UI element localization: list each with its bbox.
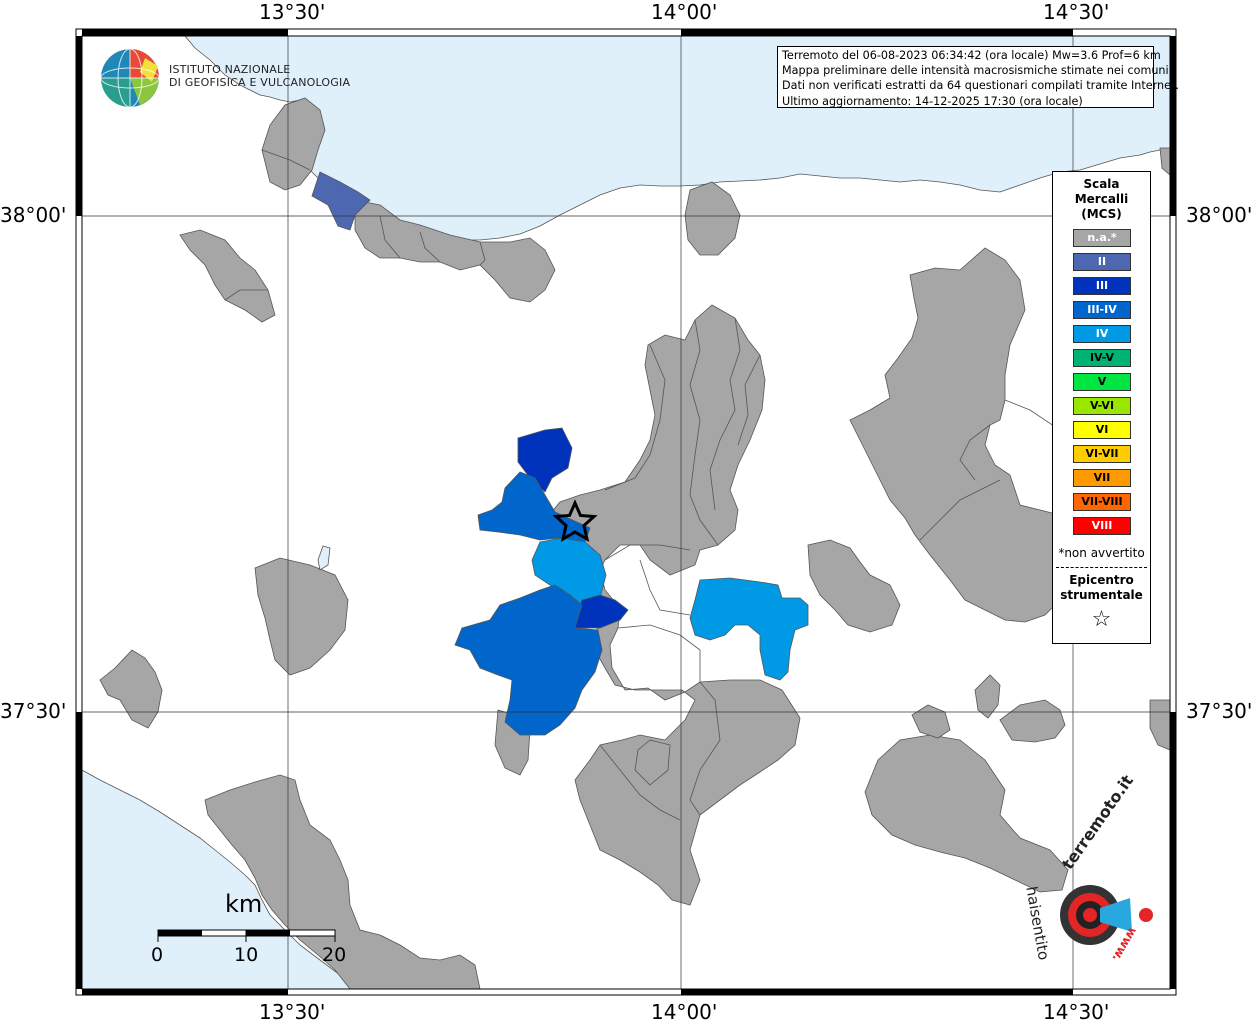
legend-item: III xyxy=(1073,277,1131,295)
comune-intensity-iv-east xyxy=(689,577,809,681)
legend-note: *non avvertito xyxy=(1058,546,1145,560)
axis-label-right-1: 38°00' xyxy=(1186,203,1253,227)
institute-name: ISTITUTO NAZIONALE DI GEOFISICA E VULCAN… xyxy=(169,63,350,89)
legend-item: V-VI xyxy=(1073,397,1131,415)
event-info-line-1: Terremoto del 06-08-2023 06:34:42 (ora l… xyxy=(782,49,1161,62)
axis-label-left-1: 38°00' xyxy=(0,203,67,227)
legend-epicenter-line-2: strumentale xyxy=(1060,588,1143,602)
event-info-line-3: Dati non verificati estratti da 64 quest… xyxy=(782,79,1179,93)
ingv-logo xyxy=(100,48,160,108)
legend-star-icon: ☆ xyxy=(1091,607,1112,632)
legend-item: VIII xyxy=(1073,517,1131,535)
scale-tick-10: 10 xyxy=(234,944,259,966)
map-frame xyxy=(75,28,1177,996)
institute-line-1: ISTITUTO NAZIONALE xyxy=(169,63,291,76)
axis-label-bottom-2: 14°00' xyxy=(651,1000,718,1024)
event-info-line-2: Mappa preliminare delle intensità macros… xyxy=(782,64,1169,78)
legend-epicenter-line-1: Epicentro xyxy=(1069,573,1134,587)
legend-item: III-IV xyxy=(1073,301,1131,319)
legend-item: VII xyxy=(1073,469,1131,487)
scale-unit: km xyxy=(225,890,263,918)
legend-separator xyxy=(1056,567,1147,568)
legend-item: n.a.* xyxy=(1073,229,1131,247)
legend-item: VI xyxy=(1073,421,1131,439)
mcs-legend: Scala Mercalli (MCS) n.a.* II III III-IV IV I… xyxy=(1052,171,1151,644)
scale-tick-20: 20 xyxy=(322,944,347,966)
comune-borders xyxy=(224,149,1081,821)
institute-line-2: DI GEOFISICA E VULCANOLOGIA xyxy=(169,76,351,89)
comune-intensity-iii-north xyxy=(517,427,573,493)
lake xyxy=(317,545,331,571)
comune-intensity-ii xyxy=(311,171,371,231)
event-info-line-4: Ultimo aggiornamento: 14-12-2025 17:30 (… xyxy=(782,94,1083,108)
legend-epicenter-label: Epicentro strumentale xyxy=(1053,573,1150,603)
legend-title-line-3: (MCS) xyxy=(1081,207,1122,221)
axis-label-left-2: 37°30' xyxy=(0,699,67,723)
legend-title-line-2: Mercalli xyxy=(1074,192,1129,206)
legend-item: IV xyxy=(1073,325,1131,343)
legend-item: VII-VIII xyxy=(1073,493,1131,511)
legend-item: IV-V xyxy=(1073,349,1131,367)
axis-label-bottom-3: 14°30' xyxy=(1043,1000,1110,1024)
legend-item: V xyxy=(1073,373,1131,391)
legend-title: Scala Mercalli (MCS) xyxy=(1053,177,1150,222)
comune-intensity-iii-iv-south xyxy=(454,584,603,736)
axis-label-top-2: 14°00' xyxy=(651,0,718,24)
axis-label-top-1: 13°30' xyxy=(259,0,326,24)
legend-item: II xyxy=(1073,253,1131,271)
legend-item: VI-VII xyxy=(1073,445,1131,463)
legend-title-line-1: Scala xyxy=(1083,177,1120,191)
scale-tick-0: 0 xyxy=(151,944,164,966)
axis-label-bottom-1: 13°30' xyxy=(259,1000,326,1024)
epicenter-star xyxy=(552,499,598,543)
terremoto-badge xyxy=(1060,885,1153,945)
event-info-box: Terremoto del 06-08-2023 06:34:42 (ora l… xyxy=(777,46,1179,108)
axis-label-top-3: 14°30' xyxy=(1043,0,1110,24)
no-data-comuni xyxy=(99,97,1171,990)
scale-bar xyxy=(157,929,336,942)
axis-label-right-2: 37°30' xyxy=(1186,699,1253,723)
